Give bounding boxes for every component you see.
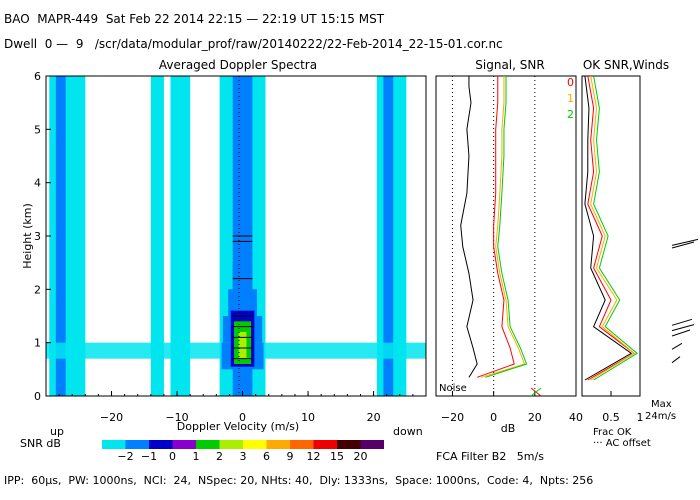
snr-swatch-6 [243,440,267,449]
wind-barb-3 [671,324,695,332]
max-label: Max [651,399,672,410]
xtick-label-0: −20 [100,411,123,424]
snr-value-4: 2 [216,450,223,463]
snr-line-beam-2 [485,76,528,378]
ytick-label-2: 2 [34,283,41,296]
frac-ok-line-0 [587,75,636,381]
snr-swatch-1 [125,440,149,449]
spectra-heatmap [46,76,426,396]
ytick-label-5: 5 [34,123,41,136]
frac-ok-line-3 [584,75,633,381]
wind-barb-4 [671,329,691,337]
snr-swatch-7 [266,440,290,449]
snr-swatch-2 [149,440,173,449]
wind-barb-5 [671,342,683,350]
header-title: BAO MAPR-449 Sat Feb 22 2014 22:15 — 22:… [4,12,385,26]
snr-scale-values: −2 −1 0 1 2 3 6 9 12 15 20 [117,450,367,463]
snr-value-2: 0 [169,450,176,463]
snr-line-beam-0 [477,76,515,378]
snr-value-6: 6 [263,450,270,463]
spectra-axes: −20 −10 0 10 20 0 1 2 3 4 5 6 [34,70,427,424]
xtick-label-2: 0 [239,411,246,424]
snr-series [460,76,528,378]
frac-tick-label-0: 0.5 [602,411,620,424]
winds-title: OK SNR,Winds [583,58,669,72]
wind-barb-6 [671,356,681,364]
frac-ok-label: Frac OK [593,427,632,438]
snr-value-8: 12 [307,450,321,463]
spectra-ylabel: Height (km) [21,203,34,269]
frac-ok-line-2 [593,75,638,381]
snr-xtick-label-1: 0 [490,411,497,424]
snr-xtick-label-0: −20 [441,411,464,424]
snr-color-scale [102,440,384,449]
snr-swatch-11 [360,440,384,449]
snr-line-signal [460,76,478,378]
spectra-core-echo [221,235,264,370]
core-max [238,332,247,359]
header-dwell-path: Dwell 0 — 9 /scr/data/modular_prof/raw/2… [4,37,503,51]
snr-value-7: 9 [287,450,294,463]
spectra-title: Averaged Doppler Spectra [159,58,317,72]
ytick-label-0: 0 [34,390,41,403]
snr-swatch-3 [172,440,196,449]
snr-value-10: 20 [354,450,368,463]
max-value: 24m/s [645,411,676,422]
fca-filter-label: FCA Filter B2 5m/s [436,450,544,463]
core-width-4 [236,236,250,263]
snr-swatch-4 [196,440,220,449]
snr-swatch-9 [313,440,337,449]
ytick-label-4: 4 [34,177,41,190]
xtick-label-4: 20 [367,411,381,424]
snr-xtick-label-3: 40 [569,411,583,424]
snr-value-9: 15 [330,450,344,463]
beam-label-0: 0 [567,76,574,89]
snr-value-1: −1 [141,450,157,463]
snr-swatch-10 [337,440,361,449]
snr-swatch-5 [219,440,243,449]
ac-offset-label: ··· AC offset [593,438,651,449]
noise-marker-b [530,387,542,397]
spectra-band-3 [170,76,191,396]
snr-value-5: 3 [240,450,247,463]
core-width-3 [232,262,253,290]
snr-xtick-label-2: 20 [528,411,542,424]
snr-swatch-8 [290,440,314,449]
xtick-label-3: 10 [301,411,315,424]
snr-value-3: 1 [193,450,200,463]
noise-label: Noise [439,383,467,394]
snr-value-0: −2 [117,450,133,463]
beam-labels: 0 1 2 [567,76,574,121]
snr-xlabel: dB [501,422,516,435]
frac-ok-series [584,75,638,381]
spectra-xlabel: Doppler Velocity (m/s) [177,420,299,433]
legend-snr-label: SNR dB [20,437,61,450]
legend-up-label: up [50,425,64,438]
wind-barbs [671,238,699,364]
snr-frame [435,75,577,397]
snr-swatch-0 [102,440,126,449]
beam-label-2: 2 [567,108,574,121]
snr-axes: −20 0 20 40 [441,391,583,424]
ac-offset-text: AC offset [606,438,651,449]
wind-barb-0 [671,238,699,246]
beam-label-1: 1 [567,92,574,105]
wind-barb-2 [671,318,693,326]
ytick-label-3: 3 [34,230,41,243]
spectra-band-7 [383,76,394,396]
snr-line-beam-1 [481,76,526,378]
frac-ok-line-1 [590,75,636,381]
spectra-band-2 [150,76,164,396]
legend-down-label: down [393,425,423,438]
spectra-band-1 [55,76,66,396]
ytick-label-6: 6 [34,70,41,83]
frac-tick-label-1: 1 [637,411,644,424]
winds-axes: 0.5 1 [602,391,644,424]
wind-barb-1 [671,241,695,249]
snr-title: Signal, SNR [475,58,544,72]
footer-parameters: IPP: 60µs, PW: 1000ns, NCI: 24, NSpec: 2… [4,474,594,487]
xtick-label-1: −10 [165,411,188,424]
ytick-label-1: 1 [34,337,41,350]
